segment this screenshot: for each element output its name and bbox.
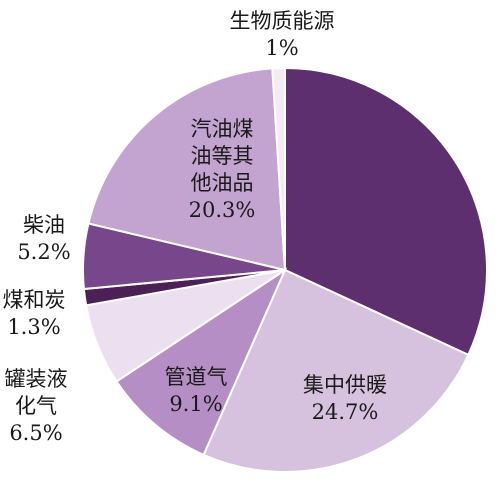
slice-label: 汽油煤油等其他油品 20.3% (189, 117, 256, 222)
slice-label-line: 24.7% (312, 400, 379, 424)
slice-label-line: 集中供暖 (303, 373, 387, 397)
pie-slice (202, 268, 470, 473)
pie-slice (87, 67, 287, 272)
slice-label: 柴油 5.2% (17, 213, 70, 264)
pie-labels: 集中供暖 24.7% 管道气 9.1% 罐装液化气 6.5% 煤和炭 1.3% 柴油 5.2% 汽油… (3, 9, 388, 445)
pie-slice (115, 267, 288, 457)
slice-label: 集中供暖 24.7% (303, 373, 387, 424)
slice-label-line: 1.3% (7, 315, 60, 339)
slice-label: 管道气 9.1% (165, 365, 228, 416)
slice-label: 生物质能源 1% (230, 9, 335, 60)
slice-label-line: 化气 (15, 394, 57, 418)
pie-slices (82, 66, 488, 473)
slice-label-line: 煤和炭 (3, 288, 66, 312)
slice-label: 煤和炭 1.3% (3, 288, 66, 339)
slice-label-line: 罐装液 (5, 367, 68, 391)
slice-label-line: 他油品 (191, 171, 254, 195)
slice-label-line: 5.2% (17, 240, 70, 264)
slice-label-line: 管道气 (165, 365, 228, 389)
slice-label-line: 9.1% (169, 392, 222, 416)
slice-label: 罐装液化气 6.5% (5, 367, 68, 445)
slice-label-line: 油等其 (191, 144, 254, 168)
pie-slice (284, 66, 488, 357)
pie-slice (271, 66, 286, 271)
slice-label-line: 6.5% (9, 421, 62, 445)
slice-label-line: 汽油煤 (191, 117, 254, 141)
slice-label-line: 柴油 (23, 213, 65, 237)
slice-label-line: 1% (265, 36, 298, 60)
slice-label-line: 生物质能源 (230, 9, 335, 33)
slice-label-line: 20.3% (189, 198, 256, 222)
